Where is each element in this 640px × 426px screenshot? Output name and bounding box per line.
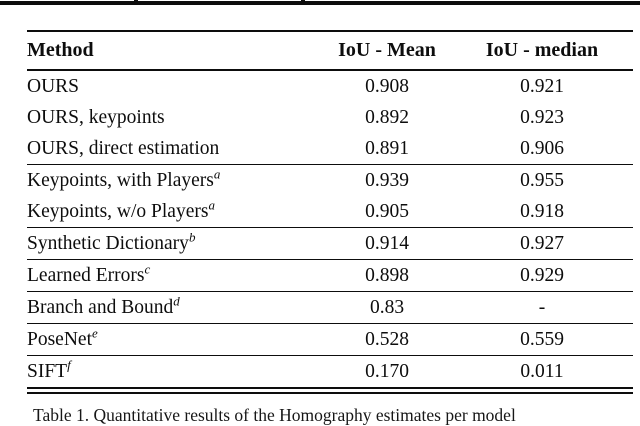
method-cell: Learned Errorsc [27,259,323,292]
cropped-top-rule [0,1,640,5]
iou-median-cell: 0.929 [451,259,633,292]
iou-median-cell: 0.906 [520,138,564,159]
cropped-text-fragment [301,0,305,2]
method-footnote-marker: c [144,261,151,277]
method-cell: OURS, direct estimation [27,138,220,159]
table-row: Keypoints, w/o Playersa 0.905 0.918 [27,196,633,228]
method-footnote-marker: b [188,229,196,245]
column-header-iou-mean: IoU - Mean [323,31,451,71]
table-row: Learned Errorsc 0.898 0.929 [27,259,633,292]
table-row: OURS, direct estimation 0.891 0.906 [27,133,633,165]
column-header-iou-median: IoU - median [451,31,633,71]
iou-mean-cell: 0.914 [323,227,451,260]
method-footnote-marker: f [67,357,71,373]
method-cell: OURS [27,76,80,97]
table-header: Method IoU - Mean IoU - median [27,31,633,71]
iou-median-cell: 0.921 [520,76,564,97]
iou-mean-cell: 0.891 [365,138,409,159]
iou-mean-cell: 0.905 [365,201,409,222]
iou-median-cell: 0.955 [451,164,633,196]
table-row: Synthetic Dictionaryb 0.914 0.927 [27,227,633,260]
iou-median-cell: 0.559 [451,323,633,356]
method-footnote-marker: a [213,166,221,182]
results-table-container: Method IoU - Mean IoU - median OURS 0.908… [27,30,633,394]
table-row: Keypoints, with Playersa 0.939 0.955 [27,164,633,196]
iou-mean-cell: 0.892 [365,107,409,128]
iou-median-cell: 0.923 [520,107,564,128]
method-cell: SIFTf [27,355,323,387]
method-cell: PoseNete [27,323,323,356]
method-footnote-marker: d [173,293,180,309]
iou-mean-cell: 0.83 [323,291,451,324]
method-cell: OURS, keypoints [27,107,165,128]
table-header-row: Method IoU - Mean IoU - median [27,31,633,71]
method-cell: Keypoints, with Playersa [27,164,323,196]
iou-median-cell: 0.011 [451,355,633,387]
iou-median-cell: - [451,291,633,324]
iou-mean-cell: 0.528 [323,323,451,356]
iou-median-cell: 0.918 [520,201,564,222]
results-table: Method IoU - Mean IoU - median OURS 0.908… [27,30,633,387]
iou-mean-cell: 0.170 [323,355,451,387]
table-bottom-double-rule [27,387,633,394]
column-header-method: Method [27,31,323,71]
method-cell: Synthetic Dictionaryb [27,227,323,260]
iou-median-cell: 0.927 [451,227,633,260]
iou-mean-cell: 0.898 [323,259,451,292]
table-row: Branch and Boundd 0.83- [27,291,633,324]
method-footnote-marker: a [208,197,215,213]
method-cell: Keypoints, w/o Playersa [27,197,215,223]
table-caption: Table 1. Quantitative results of the Hom… [33,405,516,425]
table-row: PoseNete 0.528 0.559 [27,323,633,356]
method-footnote-marker: e [92,325,98,341]
cropped-text-fragment [134,0,138,2]
table-row: OURS, keypoints 0.892 0.923 [27,102,633,133]
table-body: OURS 0.908 0.921 OURS, keypoints 0.892 0.923 O… [27,70,633,387]
method-cell: Branch and Boundd [27,291,323,324]
table-row: SIFTf 0.170 0.011 [27,355,633,387]
table-row: OURS 0.908 0.921 [27,70,633,102]
iou-mean-cell: 0.939 [323,164,451,196]
iou-mean-cell: 0.908 [365,76,409,97]
